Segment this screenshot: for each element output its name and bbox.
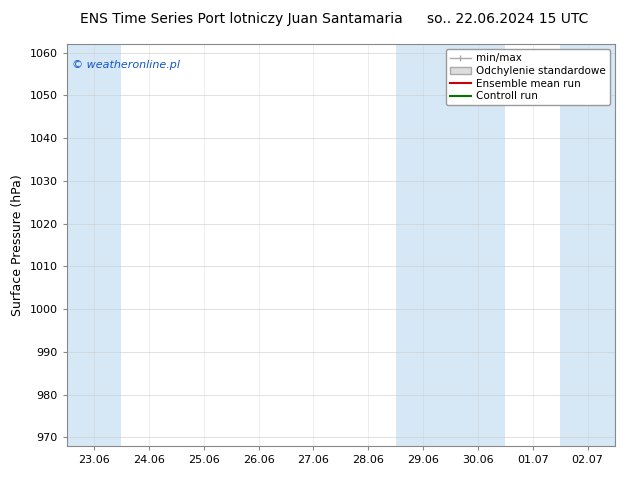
Bar (396, 44, 505, 446)
Text: © weatheronline.pl: © weatheronline.pl (72, 60, 180, 70)
Text: ENS Time Series Port lotniczy Juan Santamaria: ENS Time Series Port lotniczy Juan Santa… (79, 12, 403, 26)
Legend: min/max, Odchylenie standardowe, Ensemble mean run, Controll run: min/max, Odchylenie standardowe, Ensembl… (446, 49, 610, 105)
Text: so.. 22.06.2024 15 UTC: so.. 22.06.2024 15 UTC (427, 12, 588, 26)
Y-axis label: Surface Pressure (hPa): Surface Pressure (hPa) (11, 174, 24, 316)
Bar (560, 44, 615, 446)
Bar (67, 44, 122, 446)
